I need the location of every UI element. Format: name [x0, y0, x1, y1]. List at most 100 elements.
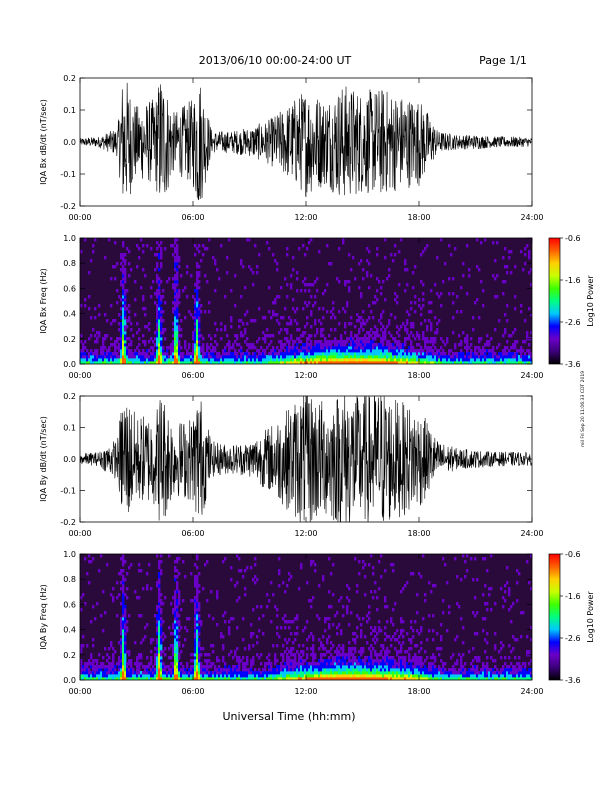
spectrogram-cell	[194, 343, 197, 347]
spectrogram-cell	[314, 352, 317, 356]
spectrogram-cell	[478, 656, 481, 660]
spectrogram-cell	[424, 340, 427, 344]
spectrogram-cell	[178, 596, 181, 600]
spectrogram-cell	[466, 340, 469, 344]
spectrogram-cell	[380, 671, 383, 675]
spectrogram-cell	[196, 647, 199, 651]
spectrogram-cell	[358, 617, 361, 621]
spectrogram-cell	[188, 358, 191, 362]
spectrogram-cell	[502, 671, 505, 675]
spectrogram-cell	[412, 659, 415, 663]
spectrogram-cell	[84, 602, 87, 606]
spectrogram-cell	[392, 635, 395, 639]
spectrogram-cell	[210, 662, 213, 666]
spectrogram-cell	[448, 277, 451, 281]
spectrogram-cell	[266, 593, 269, 597]
spectrogram-cell	[198, 334, 201, 338]
spectrogram-cell	[502, 677, 505, 680]
spectrogram-cell	[338, 665, 341, 669]
spectrogram-cell	[366, 665, 369, 669]
spectrogram-cell	[160, 328, 163, 332]
spectrogram-cell	[490, 674, 493, 678]
spectrogram-cell	[398, 352, 401, 356]
spectrogram-cell	[480, 241, 483, 245]
spectrogram-cell	[330, 262, 333, 266]
spectrogram-cell	[326, 668, 329, 672]
spectrogram-cell	[194, 602, 197, 606]
spectrogram-cell	[286, 337, 289, 341]
spectrogram-cell	[82, 635, 85, 639]
spectrogram-cell	[420, 346, 423, 350]
spectrogram-cell	[336, 355, 339, 359]
spectrogram-cell	[290, 647, 293, 651]
spectrogram-cell	[364, 355, 367, 359]
spectrogram-cell	[380, 346, 383, 350]
spectrogram-cell	[304, 352, 307, 356]
spectrogram-cell	[348, 662, 351, 666]
spectrogram-cell	[514, 355, 517, 359]
spectrogram-cell	[154, 331, 157, 335]
spectrogram-cell	[374, 674, 377, 678]
spectrogram-cell	[156, 614, 159, 618]
spectrogram-cell	[384, 337, 387, 341]
spectrogram-cell	[262, 614, 265, 618]
spectrogram-cell	[464, 560, 467, 564]
spectrogram-cell	[176, 659, 179, 663]
spectrogram-cell	[108, 361, 111, 364]
spectrogram-cell	[250, 659, 253, 663]
spectrogram-cell	[248, 671, 251, 675]
spectrogram-cell	[500, 668, 503, 672]
spectrogram-cell	[436, 361, 439, 364]
spectrogram-cell	[388, 340, 391, 344]
spectrogram-cell	[290, 283, 293, 287]
spectrogram-cell	[508, 349, 511, 353]
spectrogram-cell	[250, 566, 253, 570]
spectrogram-cell	[122, 665, 125, 669]
spectrogram-cell	[402, 349, 405, 353]
spectrogram-cell	[486, 602, 489, 606]
spectrogram-cell	[88, 271, 91, 275]
spectrogram-cell	[240, 349, 243, 353]
spectrogram-cell	[478, 659, 481, 663]
spectrogram-cell	[484, 617, 487, 621]
spectrogram-cell	[354, 659, 357, 663]
spectrogram-cell	[196, 319, 199, 323]
spectrogram-cell	[150, 671, 153, 675]
spectrogram-cell	[400, 668, 403, 672]
spectrogram-cell	[476, 265, 479, 269]
spectrogram-cell	[80, 340, 83, 344]
spectrogram-cell	[302, 334, 305, 338]
spectrogram-cell	[174, 355, 177, 359]
spectrogram-cell	[196, 566, 199, 570]
spectrogram-cell	[428, 352, 431, 356]
spectrogram-cell	[158, 641, 161, 645]
spectrogram-cell	[290, 334, 293, 338]
spectrogram-cell	[426, 340, 429, 344]
spectrogram-cell	[192, 668, 195, 672]
spectrogram-cell	[452, 671, 455, 675]
spectrogram-cell	[378, 662, 381, 666]
spectrogram-cell	[356, 668, 359, 672]
spectrogram-cell	[476, 611, 479, 615]
spectrogram-cell	[296, 343, 299, 347]
spectrogram-cell	[404, 337, 407, 341]
spectrogram-cell	[406, 662, 409, 666]
spectrogram-cell	[526, 361, 529, 364]
spectrogram-cell	[326, 310, 329, 314]
spectrogram-cell	[378, 665, 381, 669]
spectrogram-cell	[528, 307, 531, 311]
spectrogram-cell	[370, 358, 373, 362]
spectrogram-cell	[152, 668, 155, 672]
spectrogram-cell	[208, 674, 211, 678]
spectrogram-cell	[324, 668, 327, 672]
spectrogram-cell	[422, 334, 425, 338]
spectrogram-cell	[172, 253, 175, 257]
spectrogram-cell	[226, 355, 229, 359]
spectrogram-cell	[292, 659, 295, 663]
spectrogram-cell	[158, 638, 161, 642]
spectrogram-cell	[102, 656, 105, 660]
spectrogram-cell	[230, 346, 233, 350]
spectrogram-cell	[380, 328, 383, 332]
spectrogram-cell	[302, 677, 305, 680]
spectrogram-cell	[124, 641, 127, 645]
